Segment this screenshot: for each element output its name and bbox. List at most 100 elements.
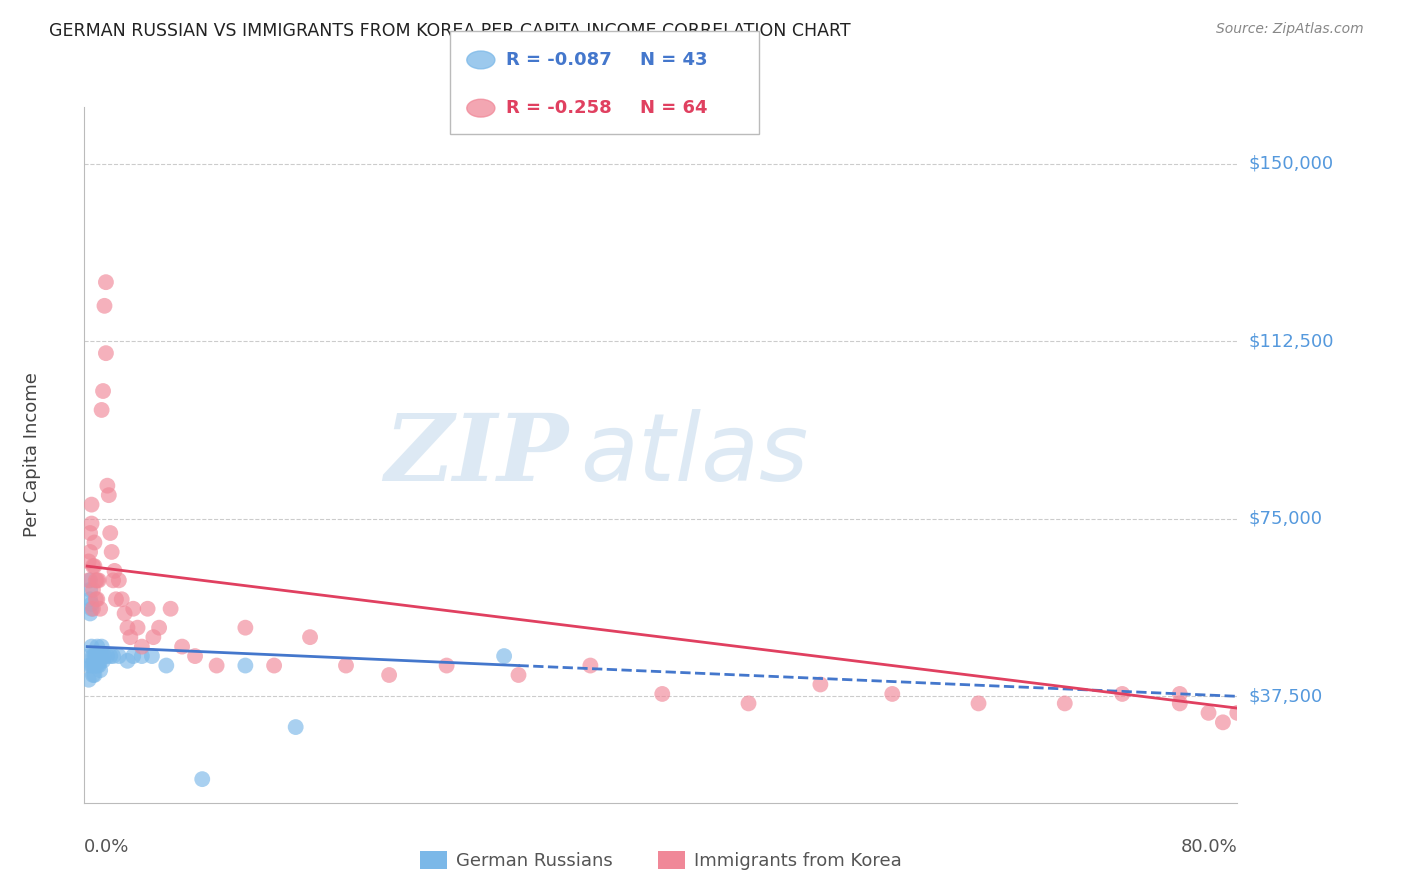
Point [83,658,105,673]
Point [86,640,108,654]
Text: ZIP: ZIP [384,410,568,500]
Text: $112,500: $112,500 [1249,333,1334,351]
Point [80,601,103,615]
Point [77,658,100,673]
Point [84,574,107,588]
Point [1226,706,1249,720]
Point [136,601,159,615]
Text: $75,000: $75,000 [1249,510,1323,528]
Text: atlas: atlas [581,409,808,500]
Point [90,403,112,417]
Point [79,574,101,588]
Point [108,649,131,664]
Point [651,687,673,701]
Point [86,658,108,673]
Point [1111,687,1133,701]
Text: Source: ZipAtlas.com: Source: ZipAtlas.com [1216,22,1364,37]
Point [284,720,307,734]
Point [967,697,990,711]
Point [91,654,114,668]
Point [808,677,831,691]
Point [103,564,125,578]
Text: $150,000: $150,000 [1249,155,1333,173]
Point [159,601,181,615]
Point [335,658,357,673]
Point [84,658,107,673]
Point [77,574,100,588]
Text: N = 64: N = 64 [640,99,707,117]
Point [82,559,104,574]
Point [142,630,165,644]
Point [87,658,110,673]
Point [79,592,101,607]
Point [79,582,101,597]
Point [94,346,117,360]
Point [83,559,105,574]
Text: Per Capita Income: Per Capita Income [24,373,42,537]
Point [77,673,100,687]
Point [80,498,103,512]
Point [263,658,285,673]
Text: 0.0%: 0.0% [84,838,129,855]
Point [104,592,127,607]
Point [80,658,103,673]
Point [1168,697,1191,711]
Point [122,601,145,615]
Point [100,545,122,559]
Point [94,275,117,289]
Point [90,649,112,664]
Point [83,649,105,664]
Point [96,649,118,664]
Point [82,649,104,664]
Point [299,630,322,644]
Point [155,658,177,673]
Text: $37,500: $37,500 [1249,688,1323,706]
Point [84,592,107,607]
Point [122,649,145,664]
Point [89,663,111,677]
Point [101,574,124,588]
Point [80,597,103,611]
Text: R = -0.087: R = -0.087 [506,51,612,69]
Point [508,668,530,682]
Point [111,592,134,607]
Point [1198,706,1220,720]
Text: GERMAN RUSSIAN VS IMMIGRANTS FROM KOREA PER CAPITA INCOME CORRELATION CHART: GERMAN RUSSIAN VS IMMIGRANTS FROM KOREA … [49,22,851,40]
Point [77,649,100,664]
Point [1212,715,1234,730]
Point [91,384,114,398]
Point [93,299,115,313]
Point [1053,697,1076,711]
Point [191,772,214,786]
Point [184,649,207,664]
Text: R = -0.258: R = -0.258 [506,99,612,117]
Point [131,649,153,664]
Point [79,545,101,559]
Point [117,654,139,668]
Point [89,654,111,668]
Point [148,621,170,635]
Point [83,535,105,549]
Point [1168,687,1191,701]
Point [98,526,121,541]
Point [737,697,759,711]
Point [86,649,108,664]
Point [80,640,103,654]
Point [494,649,516,664]
Point [579,658,602,673]
Point [86,592,108,607]
Point [80,516,103,531]
Point [82,658,104,673]
Point [141,649,163,664]
Point [97,488,120,502]
Point [117,621,139,635]
Point [120,630,142,644]
Text: 80.0%: 80.0% [1181,838,1237,855]
Point [93,649,115,664]
Point [101,649,124,664]
Point [84,649,107,664]
Point [114,607,136,621]
Point [882,687,904,701]
Point [77,554,100,568]
Point [90,640,112,654]
